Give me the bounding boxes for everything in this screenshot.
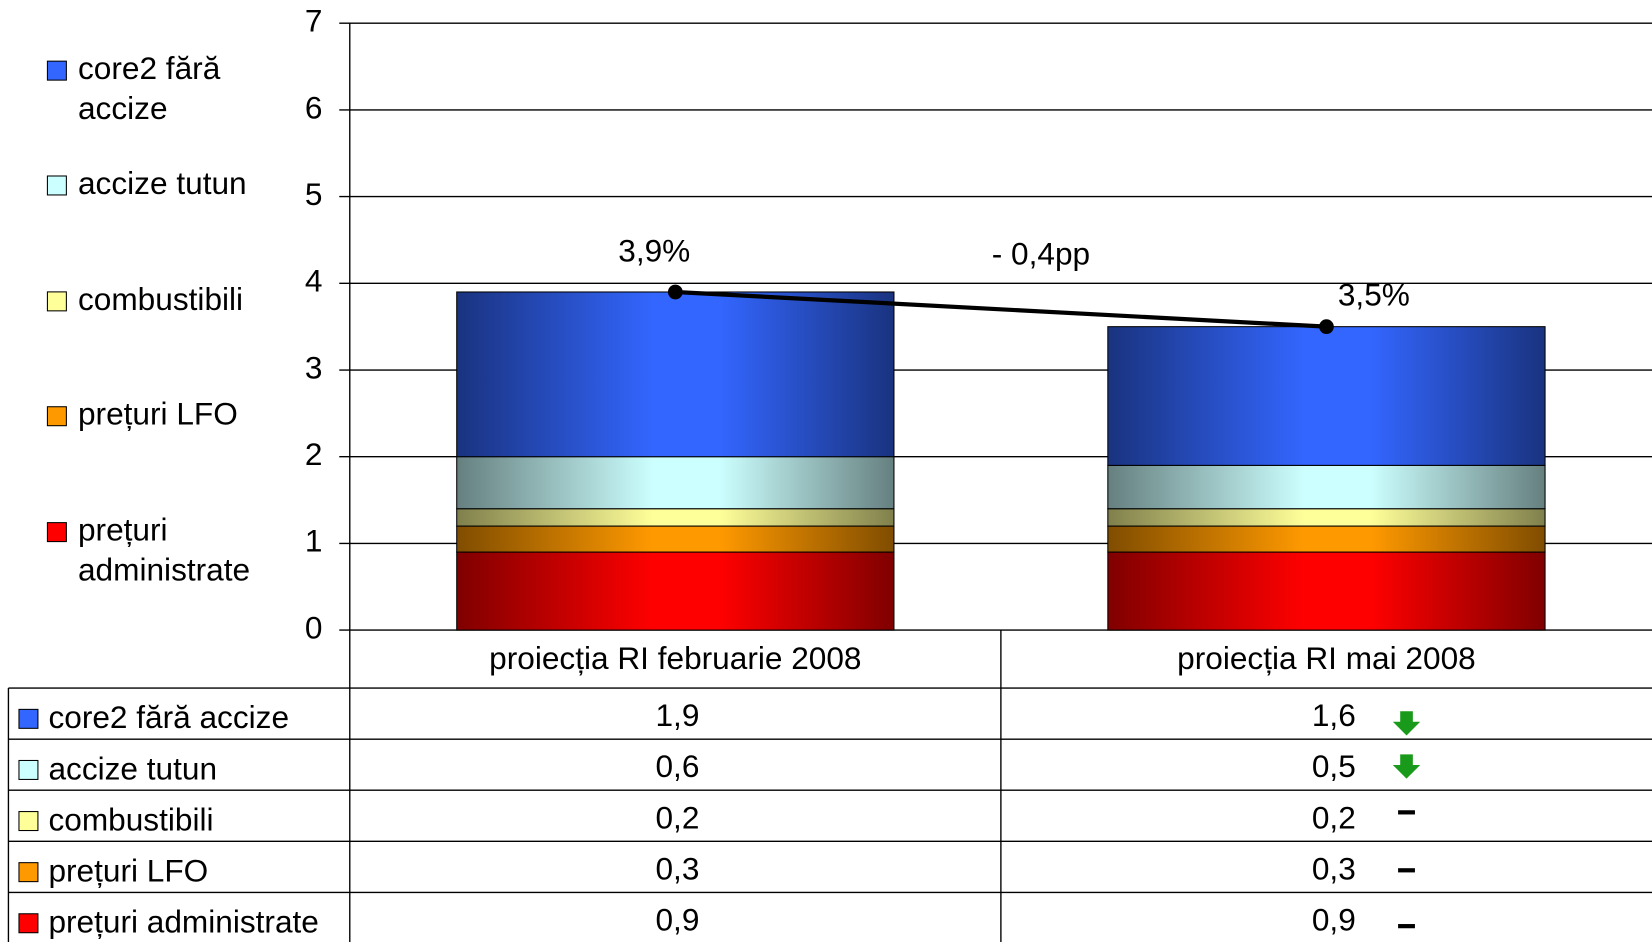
- legend-label: core2 fără accize: [77, 51, 221, 127]
- table-value: 1,6: [1312, 697, 1356, 733]
- trend-icons: [1392, 711, 1421, 929]
- legend-entry: core2 fără accize: [77, 51, 221, 127]
- table-row-label: combustibili: [48, 801, 213, 837]
- table-swatch: [18, 811, 39, 832]
- table-value: 0,2: [655, 799, 699, 835]
- table-value: 1,9: [655, 697, 699, 733]
- line-point: [1319, 319, 1334, 335]
- table-value: 0,2: [1312, 799, 1356, 835]
- legend-swatch: [46, 175, 67, 196]
- legend-entry: prețuri administrate: [77, 513, 251, 588]
- table-value: 0,9: [655, 902, 699, 938]
- table-row-label: prețuri administrate: [48, 904, 318, 940]
- bar-segment: [456, 508, 895, 527]
- line-point: [667, 284, 683, 300]
- legend-label: prețuri administrate: [77, 513, 251, 588]
- table-swatch: [18, 708, 39, 729]
- down-arrow: [1392, 711, 1421, 736]
- table-row-label: prețuri LFO: [48, 853, 208, 889]
- legend-swatch: [46, 60, 67, 81]
- legend-swatch: [46, 406, 67, 427]
- flat-dash: [1398, 810, 1415, 815]
- table-value: 0,5: [1312, 748, 1356, 784]
- bar-segment: [1107, 326, 1546, 466]
- bar-segment: [1107, 508, 1546, 527]
- table-swatch: [18, 759, 39, 780]
- y-tick-label: 7: [305, 3, 323, 39]
- table-value: 0,3: [655, 850, 699, 886]
- line-value-label: 3,5%: [1338, 277, 1410, 313]
- legend-label: accize tutun: [77, 166, 247, 202]
- bar-segment: [456, 291, 895, 458]
- line-value-label: 3,9%: [618, 232, 690, 268]
- y-tick-label: 4: [305, 263, 323, 299]
- legend-entry: prețuri LFO: [77, 397, 238, 433]
- table-swatch: [18, 862, 39, 883]
- bar-segment: [456, 525, 895, 553]
- x-tick-label: proiecția RI februarie 2008: [489, 640, 861, 676]
- y-tick-label: 1: [305, 523, 323, 559]
- legend-entry: accize tutun: [77, 166, 247, 202]
- total-line: [675, 289, 1327, 329]
- y-tick-label: 6: [305, 89, 323, 125]
- table-value: 0,6: [655, 748, 699, 784]
- y-tick-label: 0: [305, 609, 323, 645]
- bar-segment: [1107, 551, 1546, 631]
- y-tick-label: 5: [305, 176, 323, 212]
- legend-swatch: [46, 522, 67, 543]
- legend-label: prețuri LFO: [77, 397, 238, 433]
- legend-swatch: [46, 291, 67, 312]
- table-value: 0,9: [1312, 902, 1356, 938]
- legend-label: combustibili: [77, 282, 244, 318]
- y-tick-label: 3: [305, 349, 323, 385]
- table-swatch: [18, 913, 39, 934]
- legend-entry: combustibili: [77, 282, 244, 318]
- bar-segment: [1107, 525, 1546, 553]
- flat-dash: [1398, 924, 1415, 929]
- x-tick-label: proiecția RI mai 2008: [1177, 640, 1476, 676]
- bar-segment: [1107, 464, 1546, 510]
- y-tick-label: 2: [305, 436, 323, 472]
- flat-dash: [1398, 868, 1415, 873]
- table-value: 0,3: [1312, 850, 1356, 886]
- annotation: - 0,4pp: [992, 235, 1090, 271]
- bar-segment: [456, 456, 895, 510]
- table-row-label: core2 fără accize: [48, 699, 289, 735]
- bar-segment: [456, 551, 895, 631]
- table-row-label: accize tutun: [48, 750, 217, 786]
- down-arrow: [1392, 754, 1421, 779]
